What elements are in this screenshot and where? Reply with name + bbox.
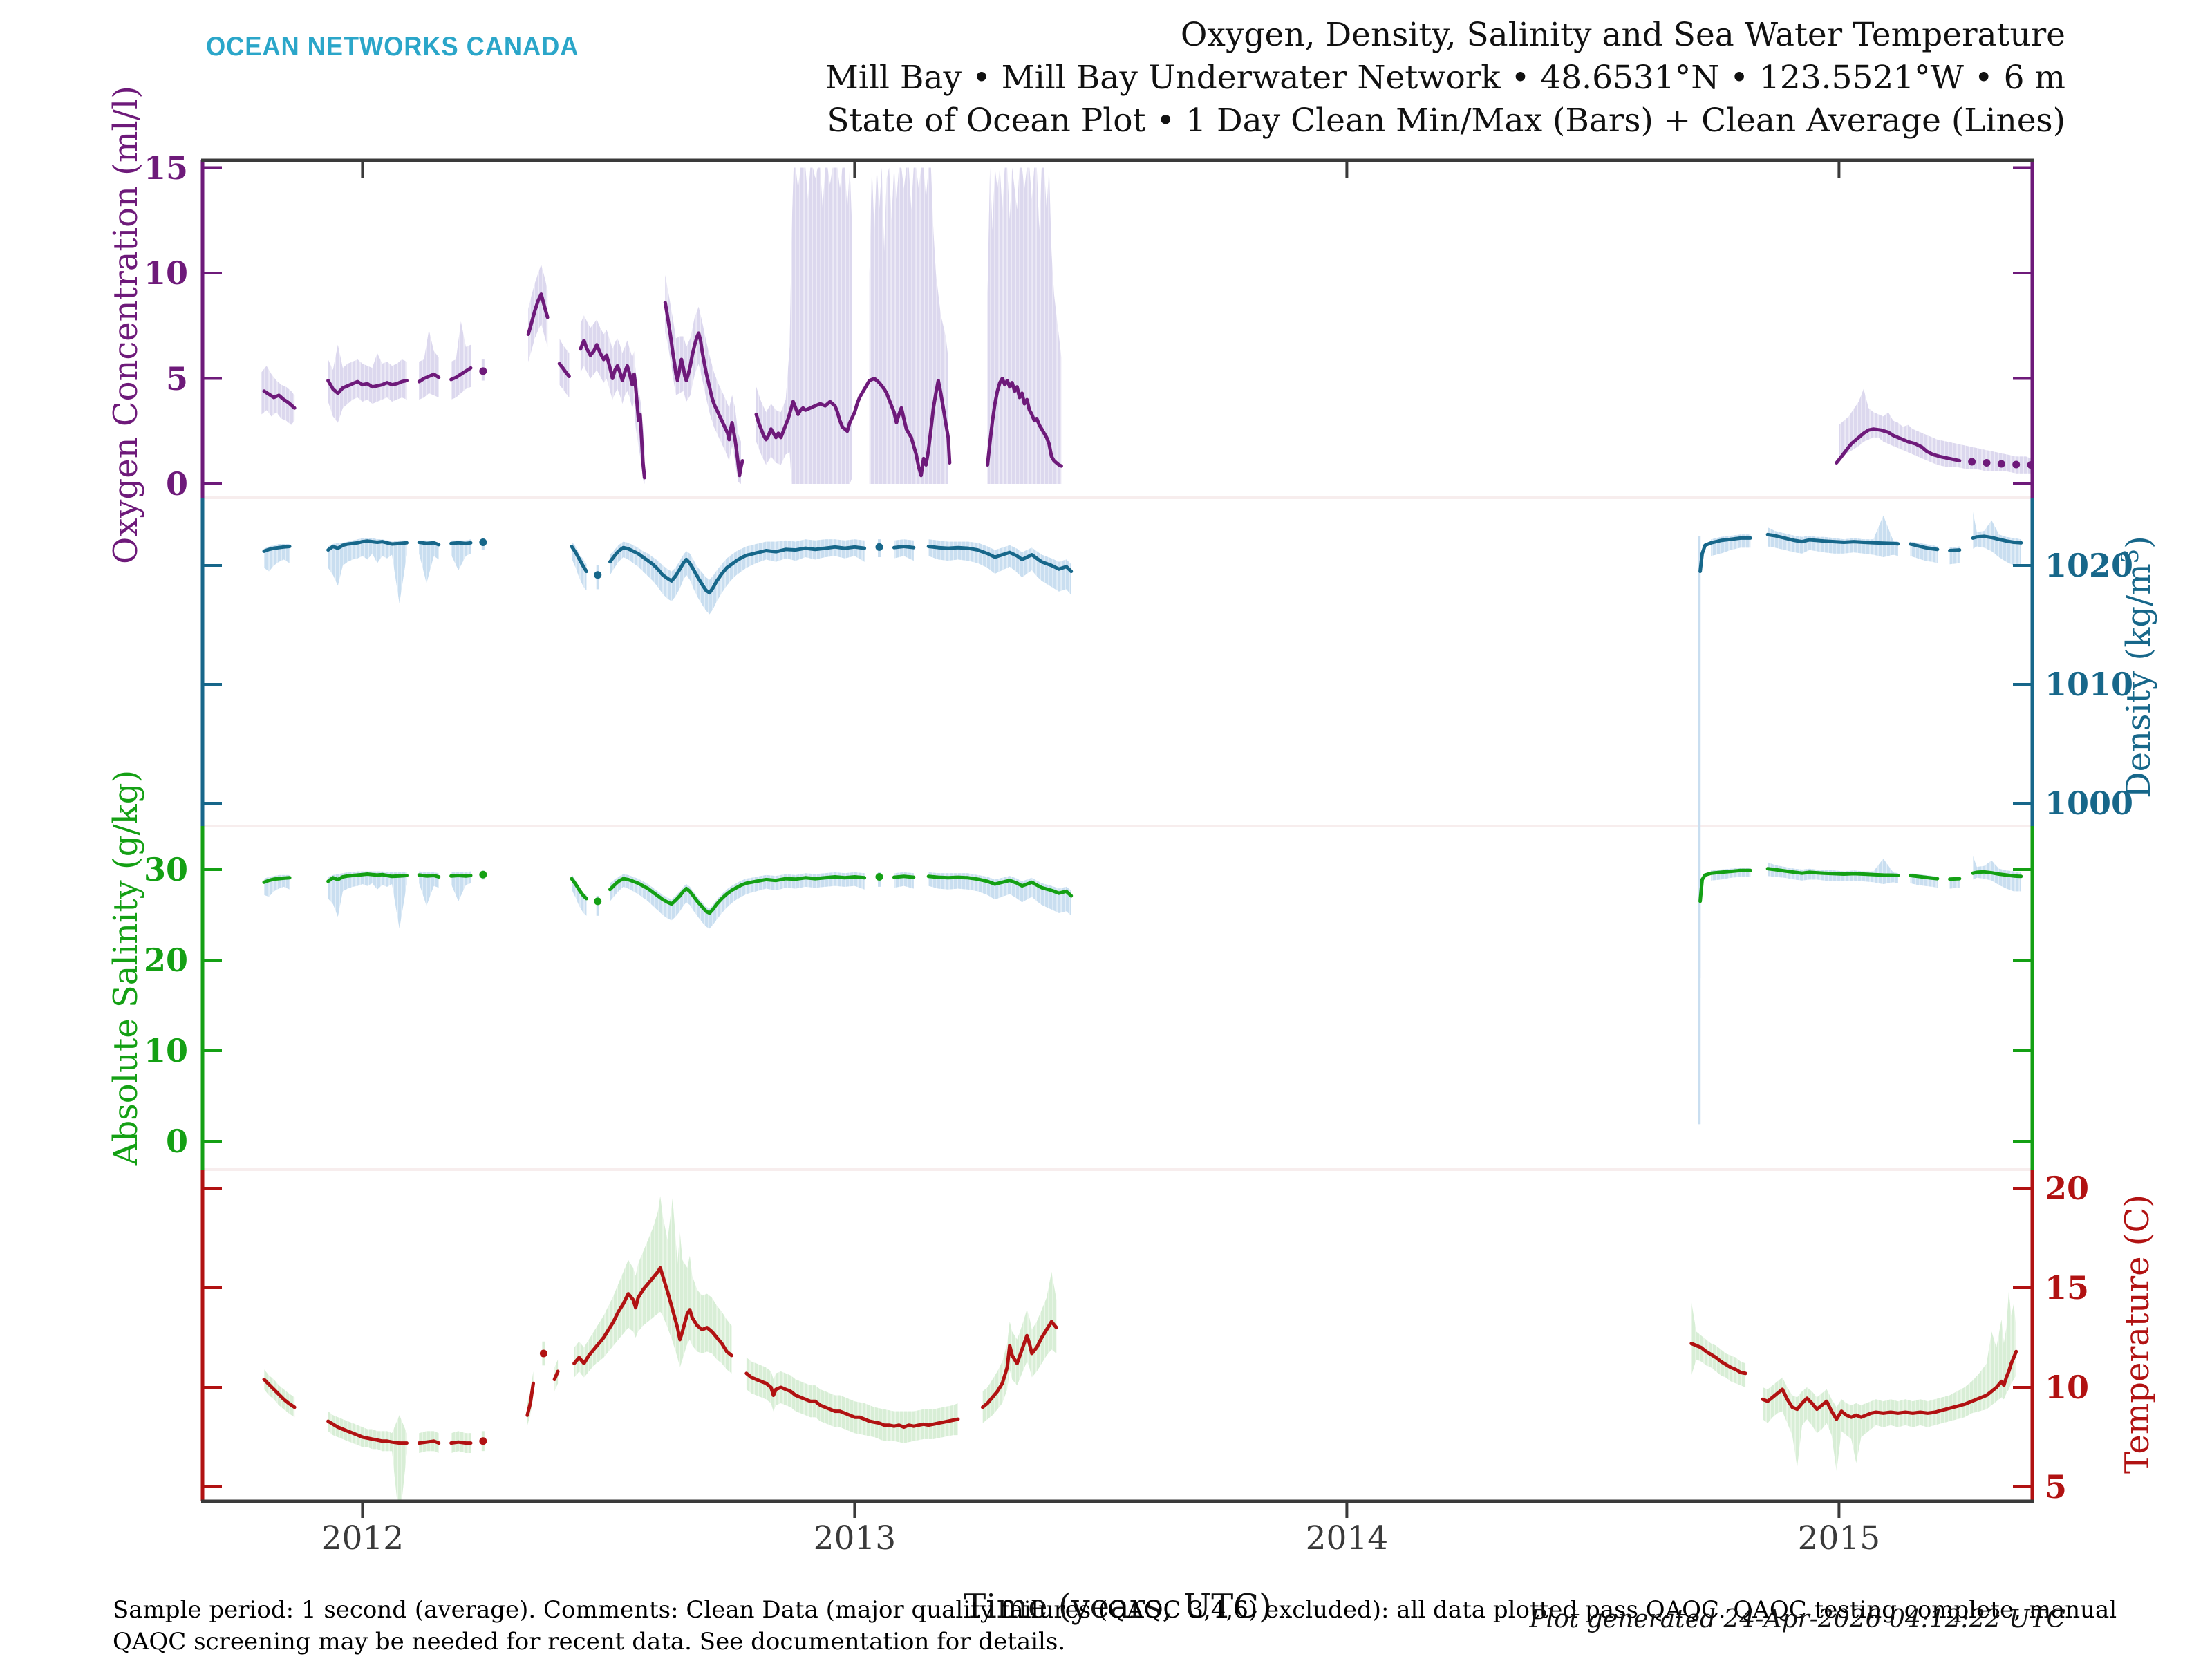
temperature-axis-title: Temperature (C) — [2118, 1194, 2157, 1474]
oxygen-tick-label-15: 15 — [143, 149, 188, 187]
oxygen-tick-label-10: 10 — [143, 254, 188, 292]
density-axis-title-close: ) — [2119, 536, 2158, 549]
footer-note-line2: QAQC screening may be needed for recent … — [113, 1628, 1066, 1656]
plot-generated-timestamp: Plot generated 24-Apr-2026 04:12:22 UTC — [1529, 1605, 2065, 1633]
plot-title-line3: State of Ocean Plot • 1 Day Clean Min/Ma… — [827, 102, 2065, 140]
plot-title-line1: Oxygen, Density, Salinity and Sea Water … — [1180, 16, 2065, 54]
plot-title-block: Oxygen, Density, Salinity and Sea Water … — [825, 14, 2065, 142]
year-tick-label-2014: 2014 — [1305, 1519, 1389, 1557]
year-tick-label-2015: 2015 — [1797, 1519, 1881, 1557]
year-tick-label-2012: 2012 — [321, 1519, 404, 1557]
temperature-tick-label-5: 5 — [2045, 1468, 2068, 1506]
plot-title-line2: Mill Bay • Mill Bay Underwater Network •… — [825, 59, 2065, 97]
salinity-tick-label-10: 10 — [143, 1032, 188, 1069]
footer-note-line1: Sample period: 1 second (average). Comme… — [113, 1596, 2117, 1624]
density-axis-title-text: Density (kg/m — [2119, 563, 2158, 798]
density-tick-label-1000: 1000 — [2045, 785, 2134, 822]
oxygen-axis-title: Oxygen Concentration (ml/l) — [106, 86, 145, 564]
density-tick-label-1010: 1010 — [2045, 666, 2134, 703]
density-axis-title: Density (kg/m3) — [2117, 536, 2158, 798]
x-axis-title: Time (years, UTC) — [964, 1587, 1272, 1626]
oxygen-tick-label-0: 0 — [165, 465, 188, 503]
temperature-tick-label-10: 10 — [2045, 1369, 2090, 1406]
salinity-tick-label-30: 30 — [143, 851, 188, 888]
footer-note: Sample period: 1 second (average). Comme… — [113, 1594, 2117, 1658]
onc-logo: OCEAN NETWORKS CANADA — [206, 32, 579, 62]
density-axis-title-sup: 3 — [2117, 548, 2144, 564]
oxygen-tick-label-5: 5 — [165, 359, 188, 397]
temperature-tick-label-15: 15 — [2045, 1269, 2090, 1306]
temperature-tick-label-20: 20 — [2045, 1170, 2090, 1207]
salinity-tick-label-0: 0 — [165, 1123, 188, 1160]
salinity-tick-label-20: 20 — [143, 941, 188, 979]
salinity-axis-title: Absolute Salinity (g/kg) — [106, 769, 145, 1166]
density-tick-label-1020: 1020 — [2045, 547, 2134, 584]
year-tick-label-2013: 2013 — [813, 1519, 897, 1557]
